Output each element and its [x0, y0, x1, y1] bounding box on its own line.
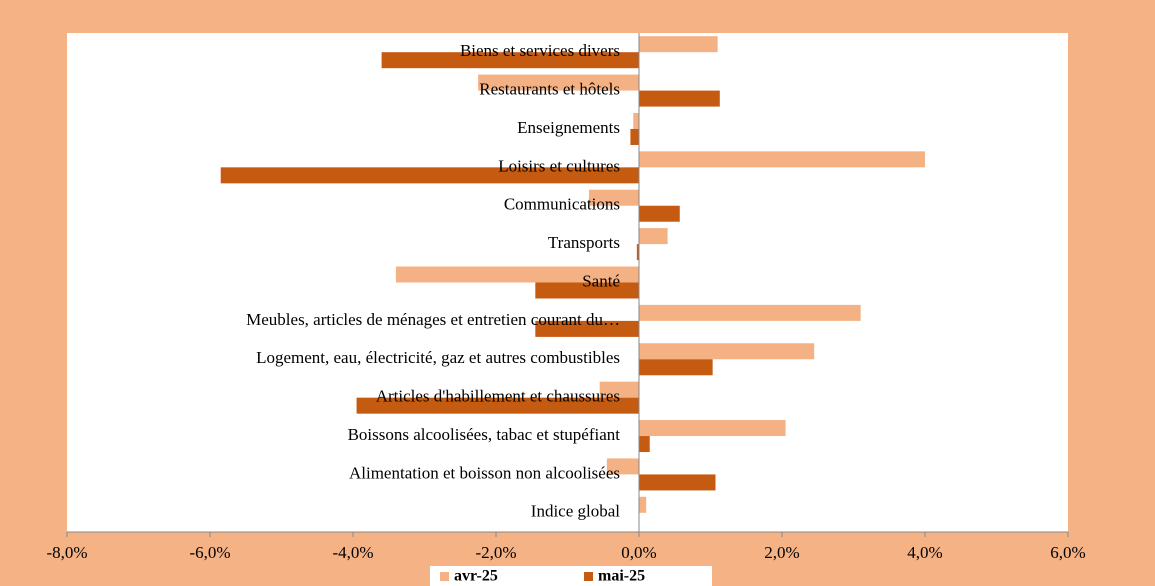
- bar: [630, 128, 639, 145]
- legend-box: [430, 566, 712, 586]
- y-tick-label: Meubles, articles de ménages et entretie…: [246, 310, 620, 329]
- y-tick-label: Logement, eau, électricité, gaz et autre…: [256, 348, 620, 367]
- legend-label: avr-25: [454, 568, 498, 585]
- bar: [535, 320, 639, 337]
- bar: [599, 381, 639, 398]
- x-tick-label: -4,0%: [332, 543, 373, 562]
- bar: [535, 282, 639, 299]
- bar: [636, 244, 639, 261]
- bar: [639, 36, 718, 53]
- bar: [639, 436, 650, 453]
- bar: [639, 496, 647, 513]
- x-tick-label: 6,0%: [1050, 543, 1085, 562]
- x-tick-label: 4,0%: [907, 543, 942, 562]
- bar: [639, 304, 861, 321]
- bar: [606, 458, 639, 475]
- legend-swatch: [440, 572, 449, 581]
- bar: [639, 343, 815, 360]
- bar: [633, 112, 639, 129]
- bar: [381, 52, 639, 69]
- y-tick-label: Boissons alcoolisées, tabac et stupéfian…: [348, 425, 621, 444]
- y-tick-label: Biens et services divers: [460, 41, 620, 60]
- bar: [395, 266, 639, 283]
- y-tick-label: Enseignements: [517, 118, 620, 137]
- y-tick-label: Communications: [504, 195, 620, 214]
- bar: [478, 74, 639, 91]
- legend-swatch: [584, 572, 593, 581]
- bar: [639, 359, 713, 376]
- x-tick-label: 0,0%: [621, 543, 656, 562]
- x-tick-label: -6,0%: [189, 543, 230, 562]
- bar: [356, 397, 639, 414]
- bar: [639, 205, 680, 222]
- bar: [588, 189, 639, 206]
- bar: [220, 167, 639, 184]
- y-tick-label: Transports: [548, 233, 620, 252]
- bar: [639, 420, 786, 437]
- y-tick-label: Loisirs et cultures: [498, 156, 620, 175]
- legend-label: mai-25: [598, 568, 645, 585]
- bar: [639, 474, 716, 491]
- bar: [639, 151, 925, 168]
- y-tick-label: Indice global: [531, 502, 620, 521]
- y-tick-label: Alimentation et boisson non alcoolisées: [349, 463, 620, 482]
- bar: [639, 90, 720, 107]
- y-tick-label: Restaurants et hôtels: [479, 79, 620, 98]
- x-tick-label: 2,0%: [764, 543, 799, 562]
- x-tick-label: -8,0%: [46, 543, 87, 562]
- y-tick-label: Articles d'habillement et chaussures: [376, 387, 620, 406]
- x-tick-label: -2,0%: [475, 543, 516, 562]
- y-tick-label: Santé: [582, 271, 620, 290]
- bar: [639, 228, 668, 245]
